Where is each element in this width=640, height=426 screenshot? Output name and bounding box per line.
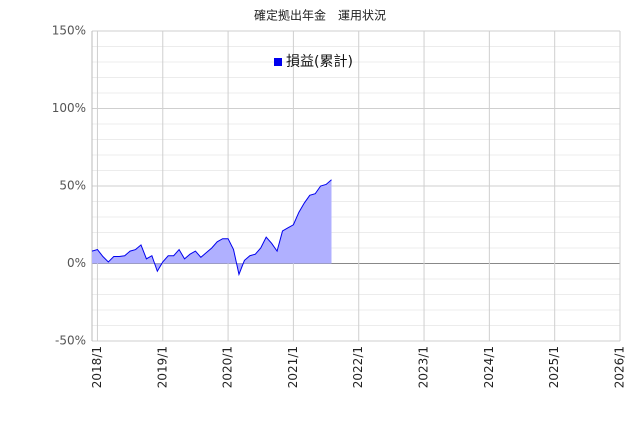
y-tick-label: 100% <box>52 101 86 115</box>
y-tick-label: 0% <box>67 256 86 270</box>
chart-title: 確定拠出年金 運用状況 <box>254 8 386 23</box>
x-tick-label: 2026/1 <box>613 346 627 388</box>
x-tick-label: 2020/1 <box>221 346 235 388</box>
x-tick-label: 2021/1 <box>286 346 300 388</box>
x-tick-label: 2024/1 <box>482 346 496 388</box>
x-tick-label: 2019/1 <box>155 346 169 388</box>
area <box>92 179 332 275</box>
x-tick-label: 2025/1 <box>547 346 561 388</box>
y-tick-label: 150% <box>52 24 86 38</box>
y-tick-label: 50% <box>59 179 86 193</box>
legend-swatch <box>274 58 282 66</box>
y-tick-label: -50% <box>55 334 86 348</box>
x-tick-label: 2022/1 <box>351 346 365 388</box>
x-tick-label: 2023/1 <box>417 346 431 388</box>
line <box>91 179 332 277</box>
x-tick-label: 2018/1 <box>90 346 104 388</box>
legend-label: 損益(累計) <box>286 54 353 70</box>
